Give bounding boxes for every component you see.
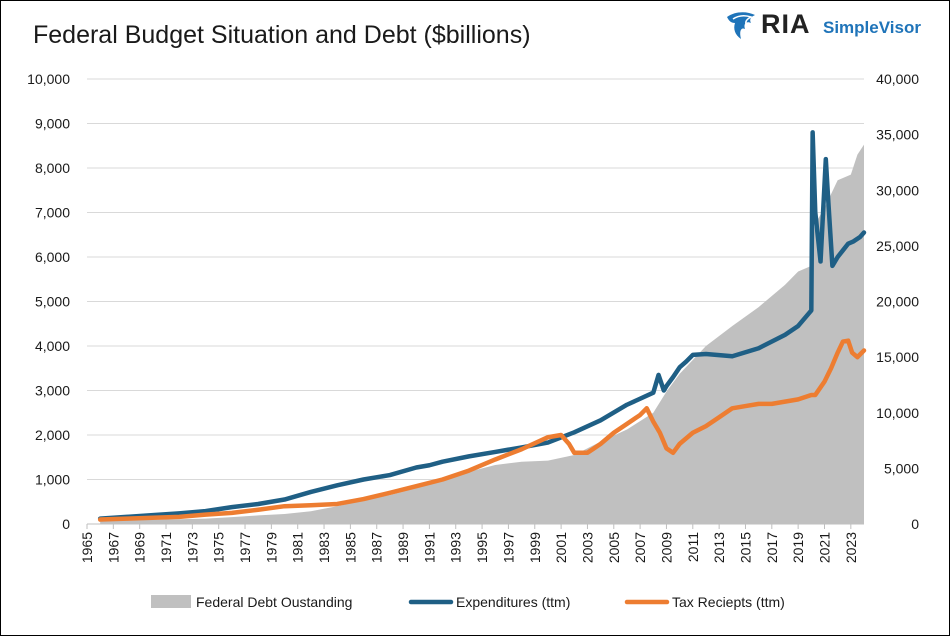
series-area-federal-debt	[100, 144, 864, 524]
y-right-tick-label: 30,000	[876, 182, 919, 198]
y-left-tick-label: 7,000	[35, 205, 70, 221]
x-tick-label: 1989	[395, 532, 411, 563]
x-tick-label: 1977	[237, 532, 253, 563]
y-left-tick-label: 5,000	[35, 294, 70, 310]
x-tick-label: 1987	[369, 532, 385, 563]
y-right-tick-label: 5,000	[884, 460, 919, 476]
x-tick-label: 1993	[448, 532, 464, 563]
x-tick-label: 2009	[658, 532, 674, 563]
x-tick-label: 1991	[421, 532, 437, 563]
x-tick-label: 1999	[527, 532, 543, 563]
y-left-tick-label: 10,000	[27, 71, 70, 87]
y-left-tick-label: 4,000	[35, 338, 70, 354]
y-left-tick-label: 0	[62, 516, 70, 532]
y-right-tick-label: 10,000	[876, 405, 919, 421]
line-layer	[97, 130, 867, 522]
x-tick-label: 1969	[132, 532, 148, 563]
left-axis: 0 1,000 2,000 3,000 4,000 5,000 6,000 7,000 8,00…	[27, 71, 70, 532]
right-axis: 0 5,000 10,000 15,000 20,000 25,000 30,000 35,0…	[876, 71, 919, 532]
y-right-tick-label: 0	[911, 516, 919, 532]
x-tick-label: 1985	[342, 532, 358, 563]
area-layer	[100, 144, 864, 524]
legend-label: Federal Debt Oustanding	[196, 594, 352, 610]
series-line-tax-receipts	[97, 338, 867, 522]
y-right-tick-label: 25,000	[876, 238, 919, 254]
y-right-tick-label: 40,000	[876, 71, 919, 87]
y-left-tick-label: 6,000	[35, 249, 70, 265]
x-tick-label: 1983	[316, 532, 332, 563]
y-left-tick-label: 3,000	[35, 383, 70, 399]
x-tick-label: 1967	[105, 532, 121, 563]
x-tick-label: 2011	[685, 532, 701, 562]
x-tick-label: 1973	[184, 532, 200, 563]
x-tick-label: 1997	[500, 532, 516, 563]
logo-brand-text: RIA	[761, 9, 811, 39]
x-tick-label: 2007	[632, 532, 648, 563]
eagle-icon	[727, 12, 755, 39]
x-tick-label: 2019	[790, 532, 806, 563]
x-tick-label: 1971	[158, 532, 174, 563]
legend-label: Expenditures (ttm)	[456, 594, 570, 610]
x-tick-label: 2003	[579, 532, 595, 563]
y-right-tick-label: 35,000	[876, 127, 919, 143]
logo-product-text: SimpleVisor	[823, 18, 921, 37]
series-line-expenditures	[97, 130, 867, 521]
y-right-tick-label: 15,000	[876, 349, 919, 365]
x-axis: 1965 1967 1969 1971 1973 1975 1977 1979 1981 1983…	[79, 523, 864, 563]
legend: Federal Debt Oustanding Expenditures (ttm…	[151, 594, 785, 610]
x-tick-label: 2013	[711, 532, 727, 563]
legend-swatch-area	[151, 595, 191, 608]
x-tick-label: 1965	[79, 532, 95, 563]
y-left-tick-label: 8,000	[35, 160, 70, 176]
x-tick-label: 2005	[606, 532, 622, 563]
x-tick-label: 2017	[764, 532, 780, 563]
chart-title: Federal Budget Situation and Debt ($bill…	[33, 21, 531, 49]
x-tick-label: 2001	[553, 532, 569, 563]
x-tick-label: 1975	[211, 532, 227, 563]
x-tick-label: 1995	[474, 532, 490, 563]
y-left-tick-label: 2,000	[35, 427, 70, 443]
x-tick-label: 2023	[843, 532, 859, 563]
y-left-tick-label: 9,000	[35, 116, 70, 132]
x-tick-label: 1979	[263, 532, 279, 563]
legend-label: Tax Reciepts (ttm)	[672, 594, 785, 610]
y-left-tick-label: 1,000	[35, 472, 70, 488]
y-right-tick-label: 20,000	[876, 294, 919, 310]
brand-logo: RIA SimpleVisor	[725, 9, 935, 45]
x-tick-label: 2021	[816, 532, 832, 563]
x-tick-label: 1981	[290, 532, 306, 563]
x-tick-label: 2015	[737, 532, 753, 563]
